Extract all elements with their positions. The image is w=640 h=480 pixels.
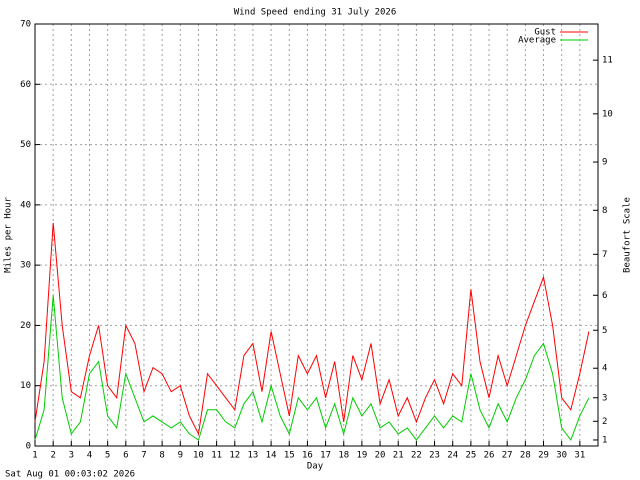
- y-tick-label: 50: [20, 140, 31, 150]
- y-tick-label: 70: [20, 20, 31, 30]
- x-tick-label: 31: [574, 451, 585, 461]
- x-tick-label: 6: [123, 451, 128, 461]
- y-tick-label: 10: [20, 381, 31, 391]
- x-tick-label: 3: [69, 451, 74, 461]
- y2-tick-label: 6: [602, 291, 607, 301]
- y2-tick-label: 4: [602, 364, 607, 374]
- chart-title: Wind Speed ending 31 July 2026: [234, 8, 397, 18]
- y-tick-label: 60: [20, 80, 31, 90]
- timestamp: Sat Aug 01 00:03:02 2026: [5, 470, 135, 480]
- x-tick-label: 4: [87, 451, 92, 461]
- series-line: [34, 295, 590, 442]
- x-tick-label: 17: [320, 451, 331, 461]
- x-tick-label: 5: [105, 451, 110, 461]
- y2-tick-label: 3: [602, 393, 607, 403]
- y-tick-label: 40: [20, 200, 31, 210]
- x-tick-label: 20: [375, 451, 386, 461]
- x-tick-label: 18: [338, 451, 349, 461]
- x-tick-label: 15: [284, 451, 295, 461]
- x-tick-label: 10: [193, 451, 204, 461]
- y2-axis-label: Beaufort Scale: [623, 197, 633, 273]
- series-line: [34, 222, 590, 436]
- x-tick-label: 30: [556, 451, 567, 461]
- x-axis-label: Day: [307, 462, 324, 472]
- x-tick-label: 1: [32, 451, 37, 461]
- x-tick-label: 29: [538, 451, 549, 461]
- x-tick-label: 23: [429, 451, 440, 461]
- legend-label: Average: [518, 36, 556, 46]
- y2-tick-label: 11: [602, 56, 613, 66]
- legend-label: Gust: [534, 28, 556, 38]
- x-tick-label: 26: [484, 451, 495, 461]
- x-tick-label: 22: [411, 451, 422, 461]
- x-tick-label: 27: [502, 451, 513, 461]
- plot-frame: [34, 23, 599, 447]
- x-tick-label: 12: [229, 451, 240, 461]
- y2-tick-label: 8: [602, 206, 607, 216]
- x-tick-label: 7: [141, 451, 146, 461]
- x-tick-label: 13: [248, 451, 259, 461]
- y2-tick-label: 9: [602, 158, 607, 168]
- y2-tick-label: 5: [602, 326, 607, 336]
- y2-tick-label: 10: [602, 109, 613, 119]
- x-tick-label: 19: [356, 451, 367, 461]
- y-tick-label: 20: [20, 321, 31, 331]
- x-tick-label: 14: [266, 451, 277, 461]
- x-tick-label: 16: [302, 451, 313, 461]
- y-tick-label: 0: [26, 442, 31, 452]
- y2-tick-label: 7: [602, 250, 607, 260]
- x-tick-label: 2: [50, 451, 55, 461]
- x-tick-label: 21: [393, 451, 404, 461]
- x-tick-label: 8: [159, 451, 164, 461]
- x-tick-label: 24: [447, 451, 458, 461]
- y2-tick-label: 2: [602, 417, 607, 427]
- x-tick-label: 9: [178, 451, 183, 461]
- x-tick-label: 11: [211, 451, 222, 461]
- y-tick-label: 30: [20, 261, 31, 271]
- y-axis-label: Miles per Hour: [4, 196, 14, 272]
- x-tick-label: 25: [465, 451, 476, 461]
- y2-tick-label: 1: [602, 435, 607, 445]
- x-tick-label: 28: [520, 451, 531, 461]
